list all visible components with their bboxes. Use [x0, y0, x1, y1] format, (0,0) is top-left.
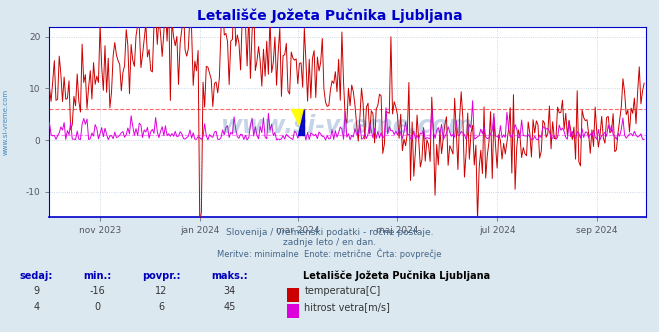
Text: 45: 45 — [223, 302, 235, 312]
Text: sedaj:: sedaj: — [20, 271, 53, 281]
Text: zadnje leto / en dan.: zadnje leto / en dan. — [283, 238, 376, 247]
Text: min.:: min.: — [84, 271, 111, 281]
Text: www.si-vreme.com: www.si-vreme.com — [2, 89, 9, 155]
Text: 9: 9 — [33, 286, 40, 296]
Text: www.si-vreme.com: www.si-vreme.com — [221, 114, 474, 138]
Polygon shape — [298, 109, 304, 135]
Text: Letališče Jožeta Pučnika Ljubljana: Letališče Jožeta Pučnika Ljubljana — [303, 271, 490, 281]
Polygon shape — [291, 109, 304, 135]
Text: -16: -16 — [90, 286, 105, 296]
Text: 12: 12 — [156, 286, 167, 296]
Text: 34: 34 — [223, 286, 235, 296]
Text: Meritve: minimalne  Enote: metrične  Črta: povprečje: Meritve: minimalne Enote: metrične Črta:… — [217, 248, 442, 259]
Text: 6: 6 — [158, 302, 165, 312]
Text: Letališče Jožeta Pučnika Ljubljana: Letališče Jožeta Pučnika Ljubljana — [196, 8, 463, 23]
Text: maks.:: maks.: — [211, 271, 248, 281]
Text: povpr.:: povpr.: — [142, 271, 181, 281]
Text: 4: 4 — [33, 302, 40, 312]
Text: Slovenija / vremenski podatki - ročne postaje.: Slovenija / vremenski podatki - ročne po… — [226, 227, 433, 237]
Text: temperatura[C]: temperatura[C] — [304, 286, 381, 296]
Text: hitrost vetra[m/s]: hitrost vetra[m/s] — [304, 302, 390, 312]
Text: 0: 0 — [94, 302, 101, 312]
